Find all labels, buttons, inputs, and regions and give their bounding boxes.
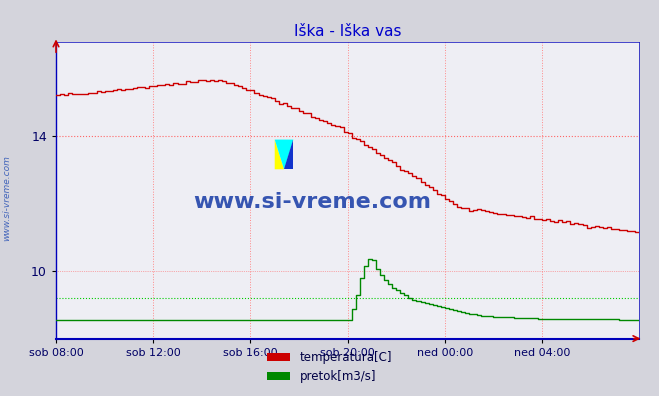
- Legend: temperatura[C], pretok[m3/s]: temperatura[C], pretok[m3/s]: [262, 347, 397, 388]
- Title: Iška - Iška vas: Iška - Iška vas: [294, 24, 401, 39]
- Polygon shape: [275, 140, 284, 169]
- Polygon shape: [275, 140, 293, 169]
- Text: www.si-vreme.com: www.si-vreme.com: [194, 192, 432, 212]
- Polygon shape: [284, 140, 293, 169]
- Text: www.si-vreme.com: www.si-vreme.com: [2, 155, 11, 241]
